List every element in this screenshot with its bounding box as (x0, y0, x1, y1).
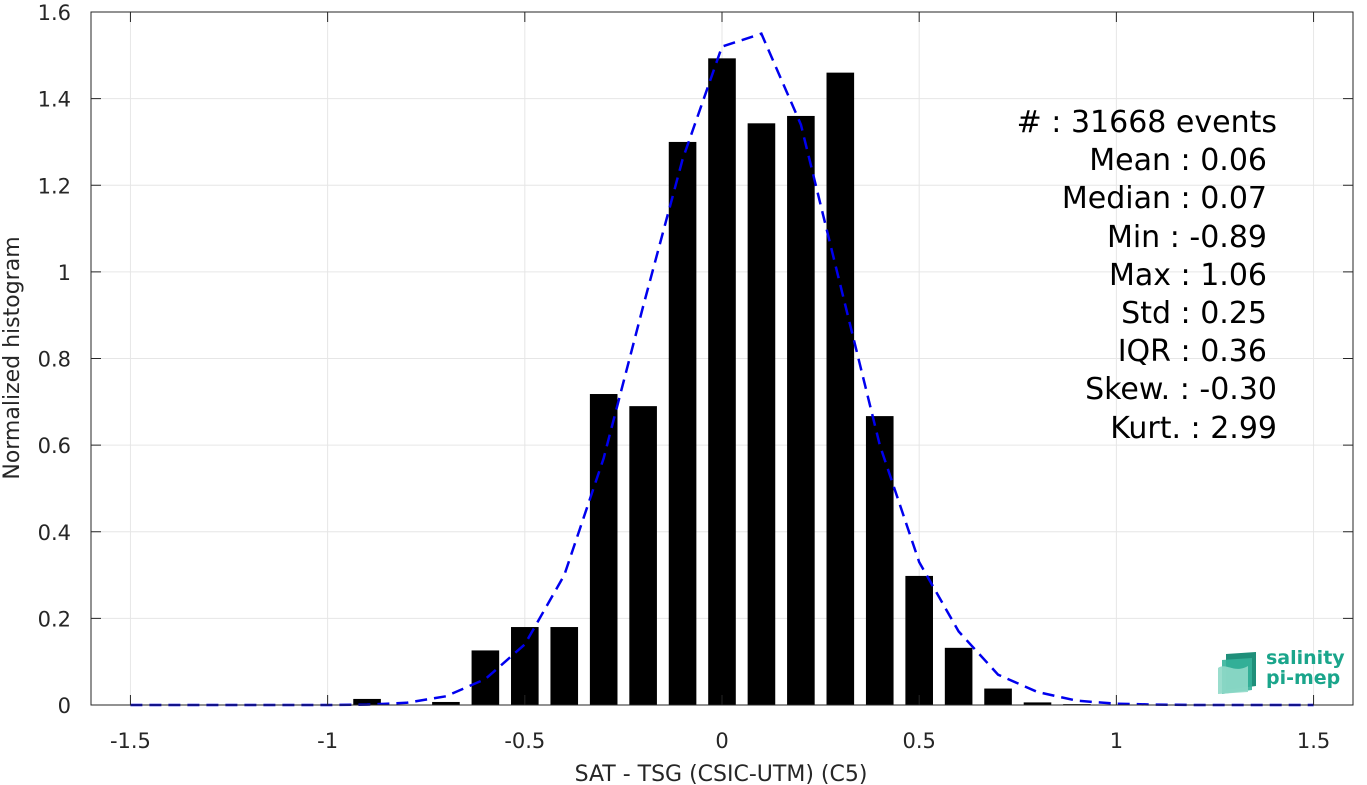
wave-logo-icon (1218, 652, 1256, 694)
histogram-bar (1023, 702, 1052, 705)
histogram-bar (353, 698, 381, 705)
y-tick-label: 0 (58, 694, 71, 718)
y-tick-label: 0.8 (38, 348, 71, 372)
y-tick-label: 1.6 (38, 1, 71, 25)
x-tick-label: -1 (317, 729, 338, 753)
stat-count: # : 31668 events (1017, 105, 1277, 140)
salinity-pi-mep-logo: salinity pi-mep (1216, 646, 1346, 698)
x-tick-label: -1.5 (110, 729, 151, 753)
y-tick-label: 0.2 (38, 607, 71, 631)
stat-kurt: Kurt. : 2.99 (1110, 411, 1277, 446)
stat-mean: Mean : 0.06 (1089, 143, 1267, 178)
histogram-bar (984, 688, 1012, 705)
stats-box: # : 31668 events Mean : 0.06 Median : 0.… (1017, 105, 1277, 446)
histogram-bar (826, 72, 855, 705)
stat-max: Max : 1.06 (1109, 258, 1267, 293)
histogram-bar (511, 627, 539, 705)
x-tick-label: 0 (715, 729, 728, 753)
histogram-bar (471, 650, 500, 705)
histogram-bar (550, 627, 579, 705)
x-tick-label: 1 (1110, 729, 1123, 753)
histogram-bar (708, 58, 736, 706)
histogram-bar (668, 141, 697, 705)
stat-std: Std : 0.25 (1121, 296, 1267, 331)
y-tick-label: 1.2 (38, 174, 71, 198)
stat-median: Median : 0.07 (1062, 181, 1267, 216)
x-axis-label: SAT - TSG (CSIC-UTM) (C5) (575, 762, 868, 785)
y-tick-label: 1.4 (38, 88, 71, 112)
histogram-bar (905, 575, 933, 705)
x-tick-label: 1.5 (1297, 729, 1330, 753)
x-tick-label: 0.5 (902, 729, 935, 753)
histogram-bar (865, 416, 894, 705)
stat-skew: Skew. : -0.30 (1085, 372, 1277, 407)
histogram-bar (432, 701, 460, 705)
x-axis-ticks: -1.5 -1 -0.5 0 0.5 1 1.5 (110, 12, 1330, 753)
y-axis-label: Normalized histogram (0, 236, 25, 479)
histogram-bar (589, 394, 618, 705)
y-tick-label: 0.4 (38, 521, 71, 545)
y-axis-ticks: 0 0.2 0.4 0.6 0.8 1 1.2 1.4 1.6 (38, 1, 1353, 718)
histogram-bar (787, 115, 815, 705)
x-tick-label: -0.5 (504, 729, 545, 753)
histogram-bars (353, 58, 1131, 706)
histogram-bar (747, 123, 776, 706)
logo-line-2: pi-mep (1266, 667, 1341, 689)
histogram-bar (629, 406, 657, 705)
histogram-bar (944, 647, 973, 705)
stat-iqr: IQR : 0.36 (1118, 334, 1267, 369)
stat-min: Min : -0.89 (1107, 220, 1267, 255)
y-tick-label: 0.6 (38, 434, 71, 458)
logo-line-1: salinity (1266, 647, 1345, 669)
y-tick-label: 1 (58, 261, 71, 285)
